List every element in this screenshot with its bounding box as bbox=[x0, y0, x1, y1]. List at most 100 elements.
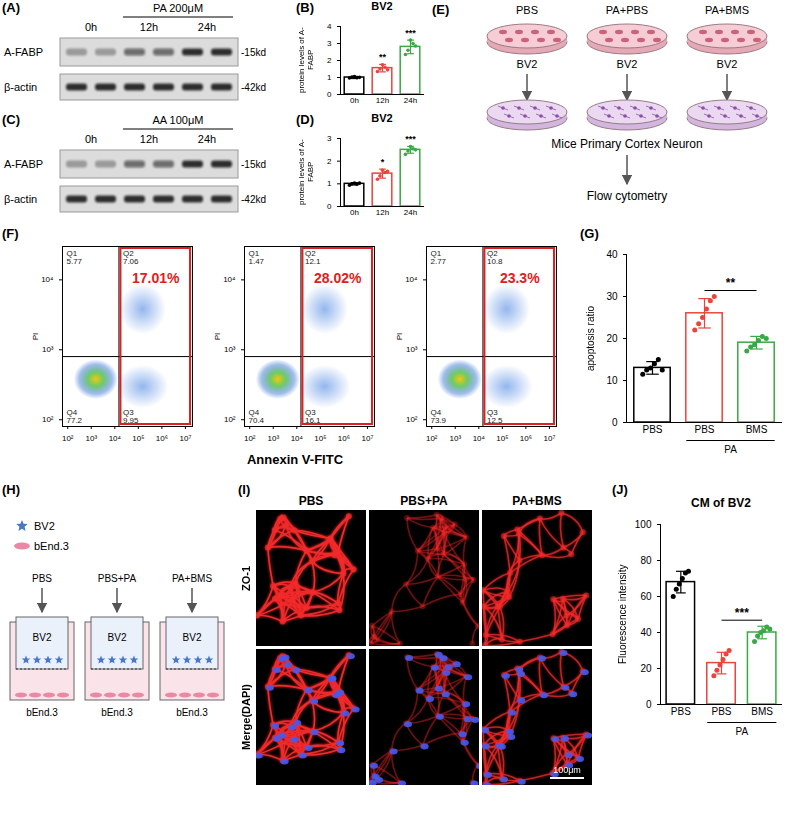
svg-text:10³: 10³ bbox=[406, 345, 418, 354]
svg-text:Q11.47: Q11.47 bbox=[249, 249, 265, 266]
svg-text:10³: 10³ bbox=[267, 434, 279, 443]
svg-text:28.02%28.02: 28.02%28.02 bbox=[314, 270, 362, 286]
svg-text:24h: 24h bbox=[198, 133, 216, 145]
svg-text:***: *** bbox=[405, 134, 416, 144]
svg-text:24h: 24h bbox=[404, 208, 417, 217]
svg-text:PA 200μM: PA 200μM bbox=[153, 2, 203, 14]
svg-text:2: 2 bbox=[327, 157, 332, 166]
svg-text:bEnd.3: bEnd.3 bbox=[26, 707, 58, 718]
svg-text:10⁴: 10⁴ bbox=[405, 275, 418, 284]
svg-text:10³: 10³ bbox=[42, 345, 54, 354]
svg-text:PBS+PA: PBS+PA bbox=[98, 573, 137, 584]
svg-text:Mice Primary Cortex Neuron: Mice Primary Cortex Neuron bbox=[551, 137, 702, 151]
svg-text:PI: PI bbox=[31, 333, 40, 341]
svg-text:Flow cytometry: Flow cytometry bbox=[587, 189, 668, 203]
svg-text:40: 40 bbox=[640, 627, 652, 638]
svg-text:AA 100μM: AA 100μM bbox=[153, 114, 204, 126]
svg-text:Q39.95: Q39.95 bbox=[123, 408, 139, 425]
svg-text:Q27.06: Q27.06 bbox=[123, 249, 139, 266]
svg-text:Q470.4: Q470.4 bbox=[249, 408, 265, 425]
svg-text:10⁷: 10⁷ bbox=[544, 434, 556, 443]
svg-text:**: ** bbox=[726, 276, 736, 290]
svg-text:0h: 0h bbox=[85, 133, 97, 145]
svg-text:PA+BMS: PA+BMS bbox=[705, 4, 749, 16]
svg-text:20: 20 bbox=[640, 663, 652, 674]
svg-text:*: * bbox=[381, 157, 385, 167]
svg-text:0: 0 bbox=[612, 417, 618, 428]
svg-text:PBS: PBS bbox=[32, 573, 52, 584]
svg-text:PA+BMS: PA+BMS bbox=[172, 573, 212, 584]
svg-text:10⁵: 10⁵ bbox=[496, 434, 508, 443]
svg-text:Q473.9: Q473.9 bbox=[431, 408, 447, 425]
svg-text:12h: 12h bbox=[140, 21, 158, 33]
svg-text:4: 4 bbox=[327, 22, 332, 31]
svg-text:PA: PA bbox=[724, 444, 737, 455]
svg-text:12h: 12h bbox=[376, 208, 389, 217]
svg-text:1: 1 bbox=[327, 179, 332, 188]
svg-text:PA: PA bbox=[736, 726, 749, 737]
svg-text:100: 100 bbox=[635, 519, 652, 530]
svg-text:0: 0 bbox=[327, 90, 332, 99]
svg-text:PA+PBS: PA+PBS bbox=[606, 4, 648, 16]
svg-text:-15kd: -15kd bbox=[241, 159, 266, 170]
svg-text:0h: 0h bbox=[350, 208, 359, 217]
svg-text:Q12.77: Q12.77 bbox=[431, 249, 447, 266]
svg-text:10⁶: 10⁶ bbox=[156, 434, 168, 443]
svg-text:bEnd.3: bEnd.3 bbox=[34, 540, 69, 552]
svg-text:10⁶: 10⁶ bbox=[520, 434, 532, 443]
svg-text:PBS: PBS bbox=[642, 424, 662, 435]
svg-text:-42kd: -42kd bbox=[241, 194, 266, 205]
svg-text:10³: 10³ bbox=[224, 345, 236, 354]
svg-text:BV2: BV2 bbox=[617, 58, 638, 70]
svg-text:Q212.1: Q212.1 bbox=[305, 249, 321, 266]
svg-text:PI: PI bbox=[395, 333, 404, 341]
svg-text:10⁴: 10⁴ bbox=[223, 275, 236, 284]
svg-text:24h: 24h bbox=[404, 96, 417, 105]
svg-text:10⁴: 10⁴ bbox=[109, 434, 122, 443]
svg-text:PBS: PBS bbox=[694, 424, 714, 435]
svg-text:***: *** bbox=[405, 28, 416, 38]
svg-text:10²: 10² bbox=[244, 434, 256, 443]
svg-text:20: 20 bbox=[606, 333, 618, 344]
svg-text:40: 40 bbox=[606, 249, 618, 260]
svg-text:Q210.8: Q210.8 bbox=[487, 249, 503, 266]
svg-text:BMS: BMS bbox=[746, 424, 768, 435]
svg-text:1: 1 bbox=[327, 73, 332, 82]
svg-text:PBS: PBS bbox=[516, 4, 538, 16]
svg-text:β-actin: β-actin bbox=[4, 193, 37, 205]
svg-text:-15kd: -15kd bbox=[241, 47, 266, 58]
svg-text:60: 60 bbox=[640, 591, 652, 602]
svg-text:Q316.1: Q316.1 bbox=[305, 408, 321, 425]
svg-text:24h: 24h bbox=[198, 21, 216, 33]
svg-text:0h: 0h bbox=[350, 96, 359, 105]
svg-text:BV2: BV2 bbox=[34, 520, 55, 532]
svg-text:A-FABP: A-FABP bbox=[4, 46, 43, 58]
svg-text:10²: 10² bbox=[426, 434, 438, 443]
svg-text:3: 3 bbox=[327, 134, 332, 143]
svg-text:BV2: BV2 bbox=[33, 632, 52, 643]
svg-text:PBS: PBS bbox=[711, 706, 731, 717]
svg-text:10²: 10² bbox=[224, 415, 236, 424]
svg-text:10⁷: 10⁷ bbox=[362, 434, 374, 443]
svg-text:10³: 10³ bbox=[449, 434, 461, 443]
svg-text:10⁶: 10⁶ bbox=[338, 434, 350, 443]
svg-text:10²: 10² bbox=[62, 434, 74, 443]
svg-text:β-actin: β-actin bbox=[4, 81, 37, 93]
svg-text:10⁴: 10⁴ bbox=[473, 434, 486, 443]
svg-text:0h: 0h bbox=[85, 21, 97, 33]
svg-text:Q15.77: Q15.77 bbox=[67, 249, 83, 266]
svg-text:***: *** bbox=[735, 606, 749, 620]
svg-text:10²: 10² bbox=[42, 415, 54, 424]
svg-text:10⁴: 10⁴ bbox=[291, 434, 304, 443]
svg-text:PBS: PBS bbox=[671, 706, 691, 717]
svg-text:BMS: BMS bbox=[751, 706, 773, 717]
svg-text:80: 80 bbox=[640, 555, 652, 566]
svg-text:BV2: BV2 bbox=[517, 58, 538, 70]
svg-text:12h: 12h bbox=[376, 96, 389, 105]
svg-text:bEnd.3: bEnd.3 bbox=[101, 707, 133, 718]
svg-text:12h: 12h bbox=[140, 133, 158, 145]
svg-text:30: 30 bbox=[606, 291, 618, 302]
svg-text:17.01%17.01: 17.01%17.01 bbox=[132, 270, 180, 286]
svg-text:Q312.5: Q312.5 bbox=[487, 408, 503, 425]
svg-text:10²: 10² bbox=[406, 415, 418, 424]
